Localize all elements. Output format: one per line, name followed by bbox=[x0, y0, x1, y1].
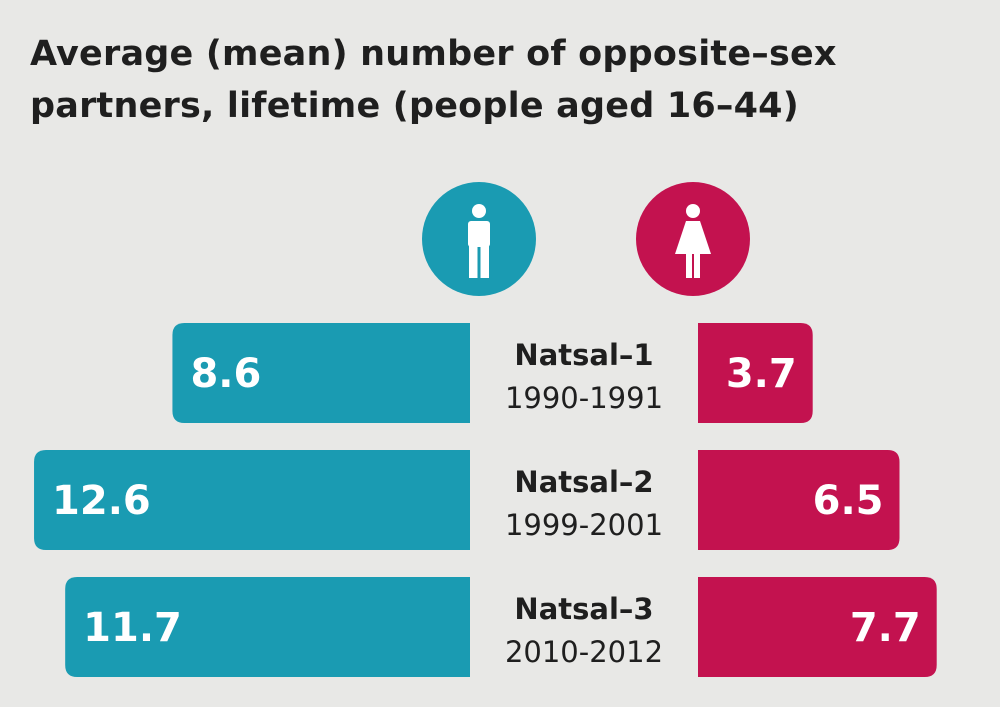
female-bar bbox=[698, 450, 900, 550]
male-bar bbox=[65, 577, 471, 677]
chart-title: Average (mean) number of opposite–sex pa… bbox=[30, 34, 837, 126]
survey-period-label: 2010-2012 bbox=[505, 635, 663, 669]
male-icon bbox=[422, 182, 536, 296]
female-value-label: 6.5 bbox=[813, 478, 884, 524]
female-bar bbox=[698, 577, 937, 677]
female-bar bbox=[698, 323, 813, 423]
male-bar bbox=[34, 450, 470, 550]
survey-period-label: 1999-2001 bbox=[505, 508, 663, 542]
male-value-label: 11.7 bbox=[83, 605, 182, 651]
male-value-label: 12.6 bbox=[52, 478, 151, 524]
survey-label: Natsal–3 bbox=[514, 592, 653, 626]
female-icon bbox=[636, 182, 750, 296]
male-bar bbox=[172, 323, 470, 423]
female-value-label: 7.7 bbox=[850, 605, 921, 651]
survey-label: Natsal–2 bbox=[514, 465, 653, 499]
survey-period-label: 1990-1991 bbox=[505, 381, 663, 415]
female-value-label: 3.7 bbox=[726, 351, 797, 397]
survey-label: Natsal–1 bbox=[514, 338, 653, 372]
male-value-label: 8.6 bbox=[190, 351, 261, 397]
